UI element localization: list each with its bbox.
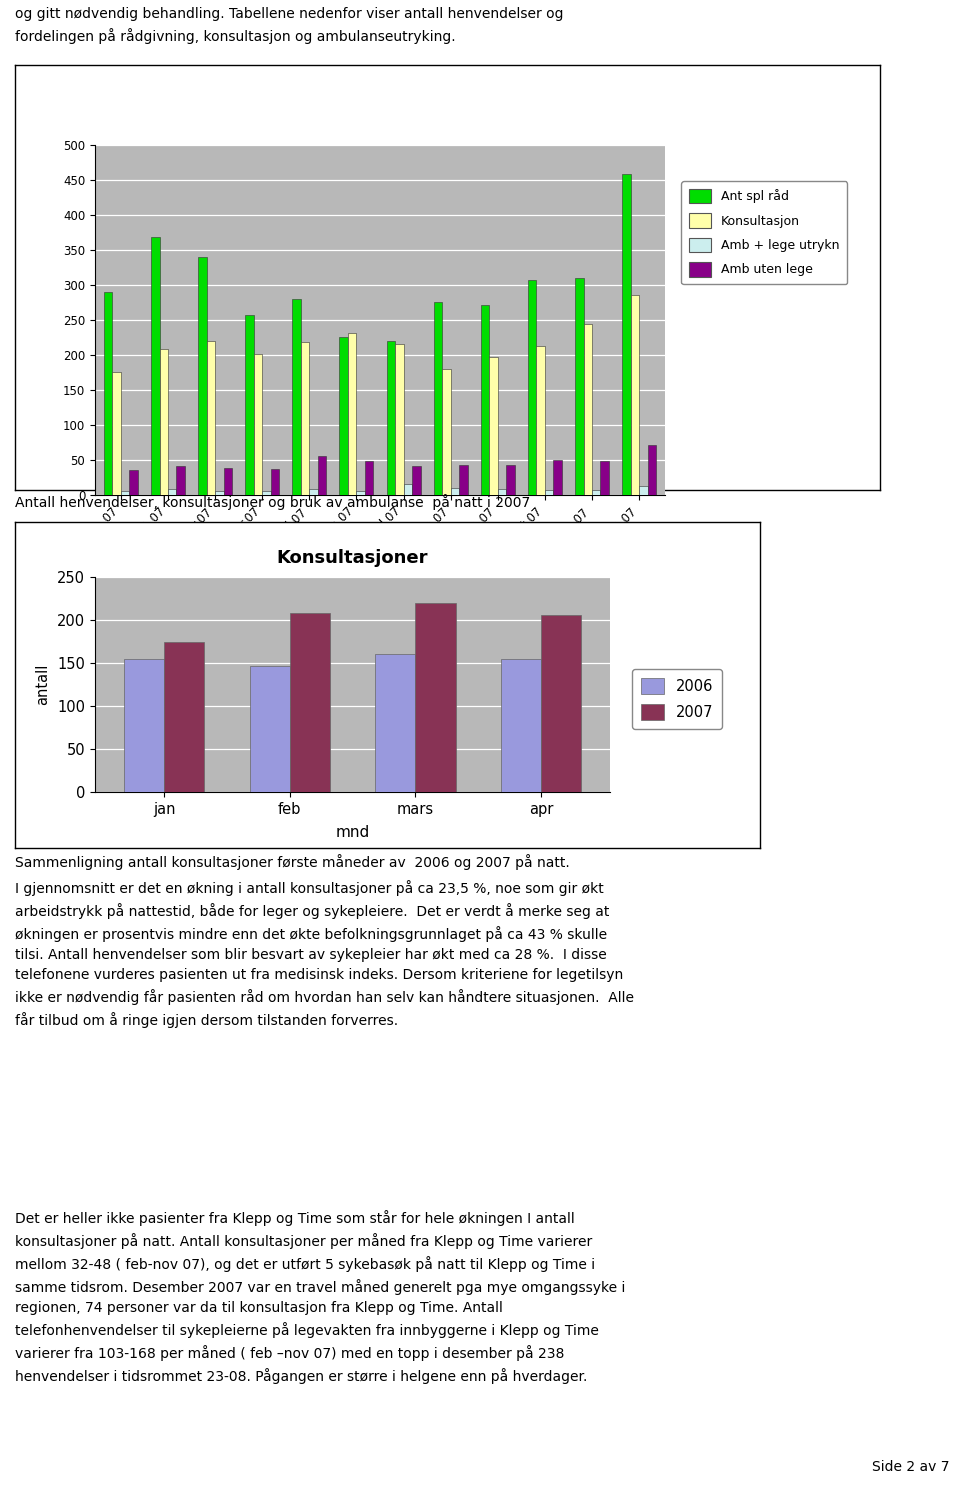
Bar (584, 324, 592, 495)
Bar (206, 342, 215, 495)
Bar (537, 346, 545, 495)
Bar (416, 603, 455, 792)
Bar (124, 658, 164, 792)
Legend: Ant spl råd, Konsultasjon, Amb + lege utrykn, Amb uten lege: Ant spl råd, Konsultasjon, Amb + lege ut… (682, 181, 848, 283)
Bar (575, 278, 584, 495)
Y-axis label: antall: antall (36, 664, 50, 706)
Bar (151, 237, 159, 495)
Bar (481, 304, 490, 495)
Text: Side 2 av 7: Side 2 av 7 (873, 1461, 950, 1474)
Bar (540, 615, 581, 792)
X-axis label: mnd: mnd (335, 825, 370, 840)
Bar (250, 667, 290, 792)
Bar (631, 295, 639, 495)
Bar (553, 460, 562, 495)
Bar (318, 457, 326, 495)
Bar (490, 357, 498, 495)
Bar (501, 658, 540, 792)
Bar (271, 468, 279, 495)
Bar (121, 491, 130, 495)
Bar (356, 491, 365, 495)
Text: Det er heller ikke pasienter fra Klepp og Time som står for hele økningen I anta: Det er heller ikke pasienter fra Klepp o… (15, 1210, 625, 1385)
Bar (104, 292, 112, 495)
Text: Antall henvendelser, konsultasjoner og bruk av ambulanse  på natt i 2007: Antall henvendelser, konsultasjoner og b… (15, 494, 530, 510)
Bar (412, 466, 420, 495)
Bar (396, 345, 403, 495)
Bar (434, 303, 443, 495)
Bar (198, 257, 206, 495)
Bar (253, 354, 262, 495)
Bar (159, 349, 168, 495)
Bar (648, 445, 656, 495)
Legend: 2006, 2007: 2006, 2007 (633, 670, 722, 728)
Bar (443, 369, 450, 495)
Bar (459, 466, 468, 495)
Bar (375, 655, 416, 792)
Text: Sammenligning antall konsultasjoner første måneder av  2006 og 2007 på natt.: Sammenligning antall konsultasjoner førs… (15, 853, 569, 870)
Title: Konsultasjoner: Konsultasjoner (276, 549, 428, 567)
Bar (450, 488, 459, 495)
Bar (348, 333, 356, 495)
Bar (592, 489, 600, 495)
Bar (224, 468, 232, 495)
Bar (164, 642, 204, 792)
Bar (112, 373, 121, 495)
Bar (403, 485, 412, 495)
Bar (365, 461, 373, 495)
Text: og gitt nødvendig behandling. Tabellene nedenfor viser antall henvendelser og
fo: og gitt nødvendig behandling. Tabellene … (15, 7, 564, 45)
Bar (387, 342, 396, 495)
Bar (300, 342, 309, 495)
Bar (340, 337, 348, 495)
Bar (600, 461, 609, 495)
Bar (639, 486, 648, 495)
Bar (168, 489, 177, 495)
Bar (309, 489, 318, 495)
Bar (177, 466, 185, 495)
Bar (130, 470, 138, 495)
Bar (545, 489, 553, 495)
Bar (622, 175, 631, 495)
Bar (293, 298, 300, 495)
Bar (262, 491, 271, 495)
Text: I gjennomsnitt er det en økning i antall konsultasjoner på ca 23,5 %, noe som gi: I gjennomsnitt er det en økning i antall… (15, 880, 634, 1028)
Bar (528, 280, 537, 495)
Bar (245, 315, 253, 495)
Bar (215, 491, 224, 495)
Bar (498, 489, 506, 495)
Bar (506, 466, 515, 495)
Bar (290, 613, 330, 792)
